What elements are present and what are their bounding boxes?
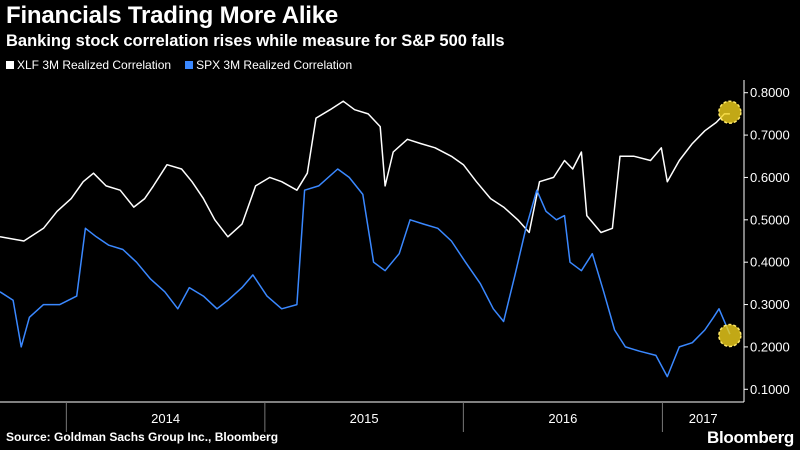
legend-item-spx: SPX 3M Realized Correlation (185, 58, 352, 72)
brand-logo: Bloomberg (706, 428, 794, 447)
legend: XLF 3M Realized Correlation SPX 3M Reali… (6, 58, 352, 72)
x-tick-label: 2016 (548, 411, 577, 426)
y-tick-label: 0.4000 (750, 255, 790, 270)
legend-swatch-spx (185, 61, 194, 69)
y-tick-label: 0.1000 (750, 382, 790, 397)
legend-item-xlf: XLF 3M Realized Correlation (6, 58, 171, 72)
x-tick-label: 2015 (350, 411, 379, 426)
y-tick-label: 0.8000 (750, 85, 790, 100)
y-tick-label: 0.2000 (750, 339, 790, 354)
highlight-circle-spx (718, 323, 742, 348)
highlight-circle-xlf (718, 100, 742, 124)
legend-swatch-xlf (6, 61, 14, 69)
chart-title: Financials Trading More Alike (6, 2, 339, 29)
y-tick-label: 0.3000 (750, 297, 790, 312)
chart-subtitle: Banking stock correlation rises while me… (6, 32, 505, 50)
series-line-xlf (0, 100, 730, 242)
series-line-spx (0, 168, 731, 378)
x-tick-label: 2014 (151, 411, 180, 426)
source-note: Source: Goldman Sachs Group Inc., Bloomb… (6, 430, 279, 444)
legend-label-xlf: XLF 3M Realized Correlation (17, 58, 172, 72)
y-tick-label: 0.7000 (750, 128, 790, 143)
legend-label-spx: SPX 3M Realized Correlation (196, 58, 353, 72)
y-tick-label: 0.6000 (750, 170, 790, 185)
y-tick-label: 0.5000 (750, 212, 790, 227)
x-tick-label: 2017 (689, 411, 718, 426)
